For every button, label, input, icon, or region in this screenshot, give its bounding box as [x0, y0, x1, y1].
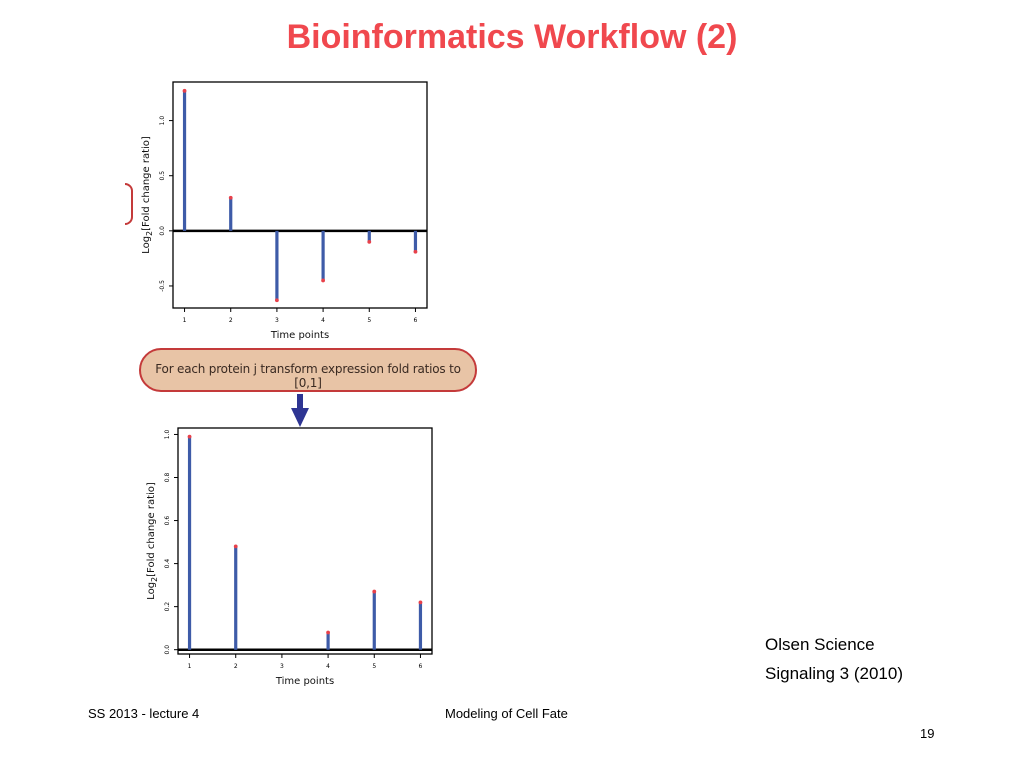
- chart2-xtick-label: 4: [326, 663, 330, 670]
- chart2-ytick-label: 0.0: [164, 645, 171, 655]
- chart2-ytick-label: 0.4: [164, 559, 171, 569]
- chart1-xtick-label: 4: [321, 317, 325, 324]
- down-arrow-icon: [291, 394, 309, 427]
- footer-course: SS 2013 - lecture 4: [88, 706, 200, 721]
- citation-line-2: Signaling 3 (2010): [765, 664, 903, 683]
- chart2-ytick-label: 1.0: [164, 430, 171, 440]
- chart1-stem-tip: [321, 278, 325, 283]
- chart-raw-fold-change: -0.5 0.0 0.5 1.0 1 2 3 4 5 6 Time points Log2[Fold …: [141, 81, 428, 341]
- chart-normalized-fold-change: 0.0 0.2 0.4 0.6 0.8 1.0 1 2 3 4 5 6 Time points Log2[…: [146, 427, 433, 687]
- chart1-frame: [172, 81, 428, 309]
- chart2-ylabel: Log2[Fold change ratio]: [146, 482, 159, 600]
- chart2-frame: [177, 427, 433, 655]
- chart1-xtick-label: 1: [183, 317, 187, 324]
- chart1-stem-tip: [367, 239, 372, 244]
- chart2-xtick-label: 5: [372, 663, 376, 670]
- chart2-xtick-label: 2: [234, 663, 238, 670]
- chart1-ytick-label: 1.0: [159, 116, 166, 126]
- callout-text: For each protein j transform expression …: [155, 362, 461, 390]
- chart2-ytick-label: 0.8: [164, 473, 171, 483]
- chart2-ytick-label: 0.2: [164, 602, 171, 612]
- slide-title: Bioinformatics Workflow (2): [286, 18, 738, 56]
- chart2-stem-tip: [187, 434, 192, 439]
- chart2-stem-tip: [372, 589, 377, 594]
- chart1-xtick-label: 2: [229, 317, 233, 324]
- chart2-stem-tip: [418, 600, 423, 605]
- citation-line-1: Olsen Science: [765, 635, 875, 654]
- transform-callout: For each protein j transform expression …: [139, 348, 477, 392]
- chart1-xtick-label: 6: [414, 317, 418, 324]
- chart1-ytick-label: -0.5: [159, 280, 166, 292]
- citation: Olsen Science Signaling 3 (2010): [765, 630, 903, 688]
- chart2-ytick-label: 0.6: [164, 516, 171, 526]
- chart1-stem-tip: [182, 88, 187, 93]
- chart2-stem-tip: [326, 630, 330, 635]
- chart1-stem-tip: [228, 195, 233, 200]
- chart1-ytick-label: 0.0: [159, 226, 166, 236]
- chart1-xtick-label: 3: [275, 317, 279, 324]
- chart1-xlabel: Time points: [270, 330, 329, 341]
- footer-topic: Modeling of Cell Fate: [445, 706, 568, 721]
- chart1-xtick-label: 5: [367, 317, 371, 324]
- chart2-stem-tip: [233, 544, 238, 549]
- chart1-stem-tip: [275, 298, 279, 303]
- chart2-xlabel: Time points: [275, 676, 334, 687]
- chart1-ylabel: Log2[Fold change ratio]: [141, 136, 154, 254]
- chart1-stem-tip: [413, 249, 418, 254]
- chart2-xtick-label: 6: [419, 663, 423, 670]
- chart2-xtick-label: 3: [280, 663, 284, 670]
- chart1-ytick-label: 0.5: [159, 171, 166, 181]
- page-number: 19: [920, 726, 935, 741]
- chart2-xtick-label: 1: [188, 663, 192, 670]
